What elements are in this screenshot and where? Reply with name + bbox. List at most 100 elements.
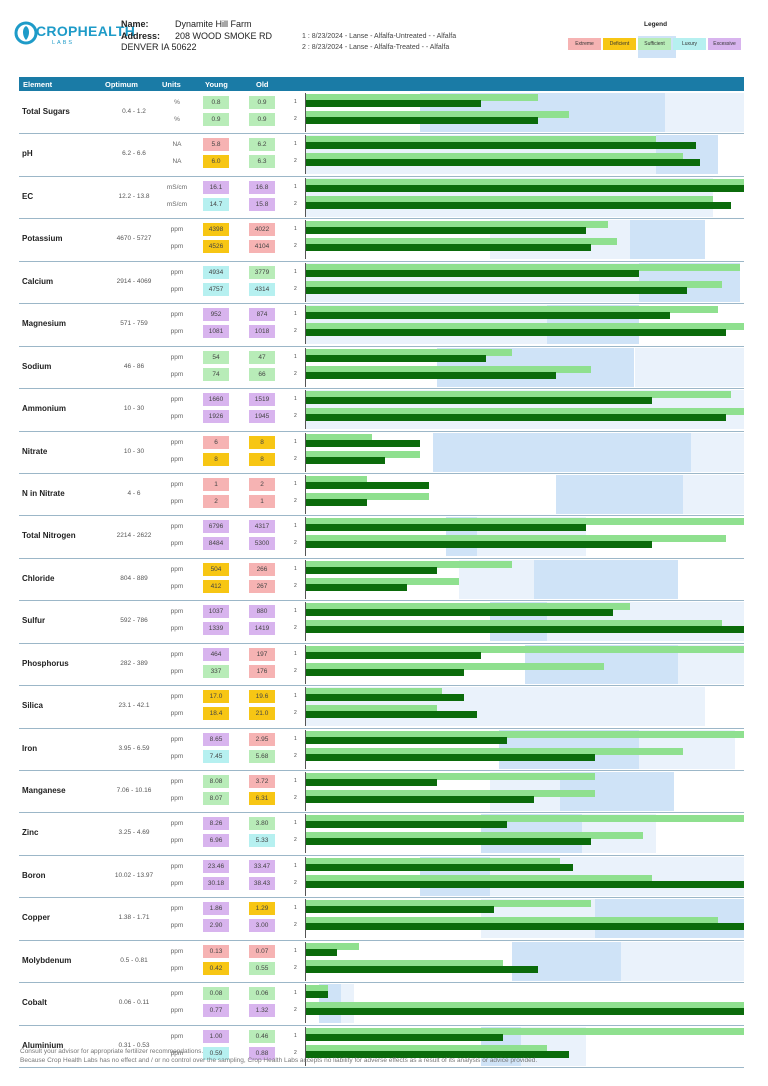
old-leaf-bar [306, 942, 359, 950]
old-leaf-bar [306, 645, 744, 653]
young-leaf-bar [306, 711, 477, 719]
level-graph [305, 305, 744, 345]
old-value: 0.06 [249, 987, 275, 1001]
old-value: 0.9 [249, 113, 275, 126]
old-value: 3.80 [249, 817, 275, 831]
unit-label: ppm [170, 608, 184, 616]
young-leaf-bar [306, 329, 727, 337]
col-young: Young [205, 80, 228, 89]
level-graph [305, 899, 744, 939]
old-leaf-bar [306, 306, 718, 314]
young-leaf-bar [306, 965, 539, 973]
sample-index: 2 [294, 582, 297, 589]
young-value: 8.08 [203, 775, 229, 788]
legend-deficient: Deficient [603, 38, 636, 50]
young-leaf-bar [306, 779, 438, 786]
young-value: 4934 [203, 265, 229, 279]
old-value: 5.33 [249, 834, 275, 848]
table-row: Potassium 4670 - 5727 ppm 4398 4022 1 ppm 4526 4… [19, 219, 744, 262]
old-value: 0.46 [249, 1029, 275, 1043]
young-leaf-bar [306, 184, 744, 192]
old-value: 3779 [249, 265, 275, 279]
young-leaf-bar [306, 159, 701, 167]
unit-label: ppm [170, 523, 184, 531]
old-leaf-bar [306, 857, 561, 865]
young-leaf-bar [306, 244, 591, 252]
unit-label: ppm [170, 243, 184, 251]
legend: Extreme Deficient Sufficient Luxury Excessiv… [568, 38, 743, 50]
sample-index: 2 [294, 158, 297, 165]
young-value: 1 [203, 477, 229, 491]
young-value: 8.65 [203, 732, 229, 746]
sample-index: 2 [294, 795, 297, 801]
old-value: 4022 [249, 223, 275, 237]
optimum-range: 592 - 786 [120, 617, 148, 625]
unit-label: ppm [170, 413, 184, 421]
old-value: 0.88 [249, 1046, 275, 1060]
unit-label: ppm [170, 879, 184, 887]
range-zone [691, 135, 718, 175]
optimum-range: 10 - 30 [123, 405, 145, 413]
level-graph [305, 984, 744, 1024]
old-value: 15.8 [249, 197, 275, 211]
table-row: Sodium 46 - 86 ppm 54 47 1 ppm 74 66 2 [19, 347, 744, 390]
old-leaf-bar [306, 1044, 547, 1052]
sample-index: 2 [294, 964, 297, 971]
element-name: Nitrate [22, 446, 48, 456]
old-leaf-bar [306, 688, 442, 696]
old-leaf-bar [306, 917, 718, 925]
old-value: 2 [249, 477, 275, 491]
logo-subtext: LABS [52, 40, 75, 46]
report-header: CROPHEALTH LABS Name: Dynamite Hill Farm… [0, 0, 768, 70]
optimum-range: 46 - 86 [123, 362, 145, 370]
sample-index: 1 [294, 438, 297, 445]
element-name: Cobalt [22, 998, 47, 1008]
young-value: 6796 [203, 520, 229, 534]
old-value: 1.29 [249, 902, 275, 916]
optimum-range: 0.4 - 1.2 [122, 108, 146, 115]
unit-label: ppm [170, 370, 184, 378]
disclaimer-line-2: Because Crop Health Labs has no effect a… [20, 1057, 538, 1064]
range-zone [634, 347, 744, 387]
optimum-range: 12.2 - 13.8 [118, 192, 150, 200]
level-graph [305, 517, 744, 557]
client-info: Name: Dynamite Hill Farm Address: 208 WO… [121, 19, 272, 54]
young-value: 1339 [203, 622, 229, 636]
old-value: 6.2 [249, 138, 275, 152]
young-leaf-bar [306, 100, 482, 107]
level-graph [305, 729, 744, 769]
young-leaf-bar [306, 923, 744, 931]
old-leaf-bar [306, 178, 744, 186]
logo-text: CROPHEALTH [36, 23, 136, 39]
table-header: Element Optimum Units Young Old [19, 77, 744, 91]
element-name: Silica [22, 701, 43, 711]
level-graph [305, 814, 744, 854]
old-value: 266 [249, 562, 275, 576]
table-row: Manganese 7.06 - 10.16 ppm 8.08 3.72 1 ppm 8.07… [19, 771, 744, 814]
unit-label: ppm [170, 795, 184, 802]
level-graph [305, 772, 744, 811]
table-row: Iron 3.95 - 6.59 ppm 8.65 2.95 1 ppm 7.45 5.68 2 [19, 729, 744, 771]
young-leaf-bar [306, 481, 429, 489]
young-value: 0.08 [203, 987, 229, 1001]
young-value: 504 [203, 562, 229, 576]
legend-excessive: Excessive [708, 38, 741, 50]
young-leaf-bar [306, 1050, 569, 1058]
sample-index: 2 [294, 497, 297, 504]
unit-label: ppm [170, 820, 184, 828]
optimum-range: 3.25 - 4.69 [118, 829, 150, 837]
old-value: 1419 [249, 622, 275, 636]
table-row: Boron 10.02 - 13.97 ppm 23.46 33.47 1 ppm 30.18… [19, 856, 744, 899]
analysis-table: Total Sugars 0.4 - 1.2% 0.8 0.9 1% 0.9 0.9 2 pH 6… [19, 92, 744, 1069]
level-graph [305, 1026, 744, 1066]
element-name: Manganese [22, 786, 66, 795]
old-leaf-bar [306, 221, 609, 229]
table-row: Magnesium 571 - 759 ppm 952 874 1 ppm 1081 1018 2 [19, 304, 744, 347]
sample-index: 1 [294, 353, 297, 360]
young-leaf-bar [306, 286, 688, 294]
old-value: 197 [249, 647, 275, 661]
young-value: 17.0 [203, 690, 229, 704]
optimum-range: 4 - 6 [127, 489, 141, 497]
legend-sufficient: Sufficient [638, 38, 671, 50]
young-leaf-bar [306, 439, 420, 447]
